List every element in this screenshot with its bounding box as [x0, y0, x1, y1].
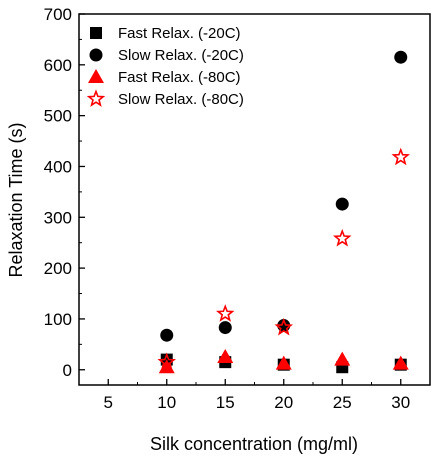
x-axis-title: Silk concentration (mg/ml) [150, 434, 358, 454]
series-triangle [158, 349, 409, 374]
y-tick-label: 400 [44, 157, 72, 176]
y-tick-label: 500 [44, 107, 72, 126]
y-axis: 0 100 200 300 400 500 600 700 [44, 5, 85, 380]
legend-marker-circle [89, 48, 103, 62]
legend-item: Slow Relax. (-20C) [89, 47, 244, 64]
data-point-triangle [217, 349, 234, 364]
legend-marker-star [86, 89, 106, 107]
data-points [157, 50, 411, 374]
data-point-triangle [334, 351, 351, 366]
legend-label: Fast Relax. (-80C) [118, 69, 241, 86]
legend-item: Fast Relax. (-20C) [90, 25, 241, 42]
x-tick-label: 10 [157, 393, 176, 412]
data-point-circle [218, 321, 232, 335]
data-point-circle [394, 50, 408, 64]
series-circle [160, 50, 408, 342]
x-tick-label: 30 [391, 393, 410, 412]
data-point-triangle [392, 355, 409, 370]
data-point-star [215, 304, 235, 322]
y-axis-title: Relaxation Time (s) [6, 122, 26, 277]
legend: Fast Relax. (-20C) Slow Relax. (-20C) Fast… [86, 25, 244, 108]
x-tick-label: 20 [274, 393, 293, 412]
y-tick-label: 600 [44, 56, 72, 75]
y-tick-label: 700 [44, 5, 72, 24]
x-tick-label: 5 [104, 393, 113, 412]
legend-label: Slow Relax. (-80C) [118, 91, 244, 108]
legend-marker-square [90, 27, 102, 39]
x-tick-label: 25 [333, 393, 352, 412]
data-point-circle [335, 197, 349, 211]
y-tick-label: 100 [44, 310, 72, 329]
y-tick-label: 300 [44, 208, 72, 227]
data-point-star [157, 352, 177, 371]
legend-marker-triangle [88, 69, 104, 83]
data-point-star [274, 317, 294, 336]
legend-item: Slow Relax. (-80C) [86, 89, 244, 108]
x-axis: 5 10 15 20 25 30 [78, 379, 431, 412]
y-tick-label: 0 [63, 361, 72, 380]
data-point-star [391, 147, 411, 166]
series-star [157, 147, 411, 371]
y-tick-label: 200 [44, 259, 72, 278]
x-tick-label: 15 [216, 393, 235, 412]
data-point-triangle [275, 355, 292, 370]
legend-label: Slow Relax. (-20C) [118, 47, 244, 64]
data-point-star [332, 228, 352, 247]
legend-label: Fast Relax. (-20C) [118, 25, 241, 42]
legend-item: Fast Relax. (-80C) [88, 69, 241, 86]
data-point-circle [160, 328, 174, 342]
